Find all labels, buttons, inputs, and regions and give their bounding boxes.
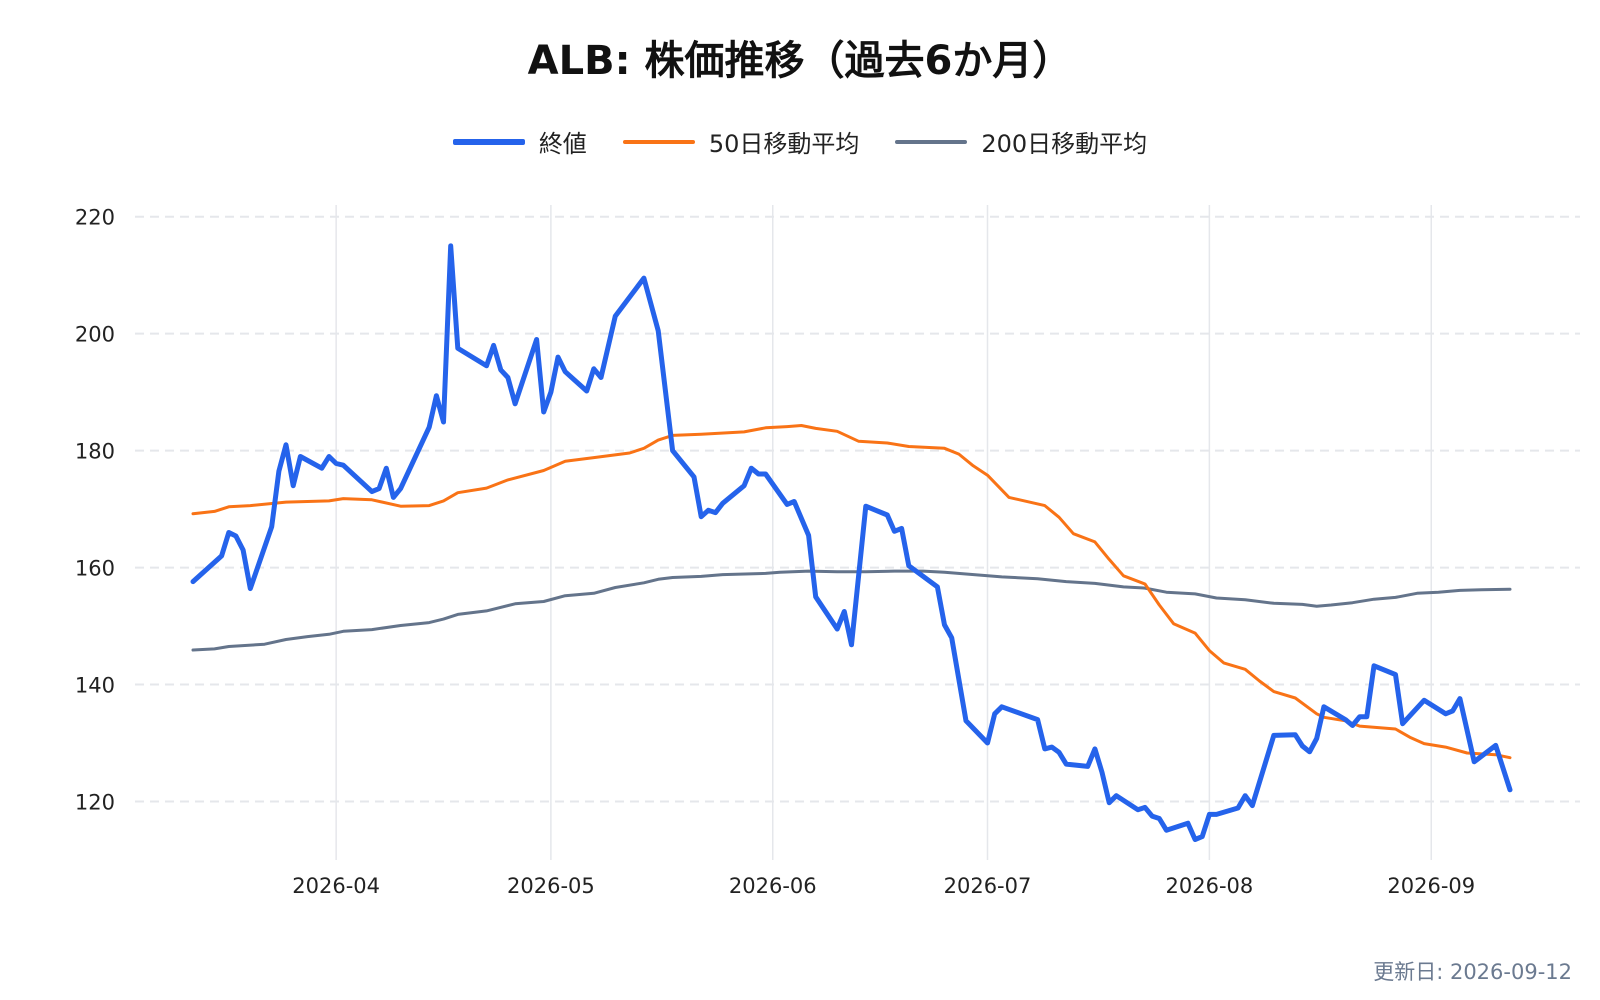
legend-item-ma200[interactable]: 200日移動平均 bbox=[895, 124, 1147, 159]
legend-swatch-ma200 bbox=[895, 139, 968, 144]
y-tick-label: 220 bbox=[75, 206, 115, 230]
updated-date: 更新日: 2026-09-12 bbox=[1373, 960, 1572, 984]
legend-item-ma50[interactable]: 50日移動平均 bbox=[622, 124, 860, 159]
y-tick-label: 140 bbox=[75, 674, 115, 698]
x-tick-label: 2026-07 bbox=[944, 874, 1032, 898]
legend-label-ma200: 200日移動平均 bbox=[981, 130, 1148, 158]
x-tick-label: 2026-06 bbox=[729, 874, 817, 898]
legend-item-close[interactable]: 終値 bbox=[452, 124, 587, 159]
close-price-line bbox=[190, 243, 1513, 842]
chart-title: ALB: 株価推移（過去6か月） bbox=[527, 38, 1073, 84]
legend-label-close: 終値 bbox=[538, 130, 587, 158]
ma50-line bbox=[191, 424, 1512, 760]
x-tick-label: 2026-05 bbox=[507, 874, 595, 898]
x-tick-label: 2026-09 bbox=[1387, 874, 1475, 898]
y-tick-label: 160 bbox=[75, 557, 115, 581]
y-tick-label: 120 bbox=[75, 791, 115, 815]
legend-swatch-ma50 bbox=[622, 139, 695, 144]
ma200-line bbox=[191, 569, 1512, 652]
x-tick-label: 2026-08 bbox=[1166, 874, 1254, 898]
y-tick-label: 200 bbox=[75, 323, 115, 347]
x-tick-label: 2026-04 bbox=[292, 874, 380, 898]
legend-label-ma50: 50日移動平均 bbox=[708, 130, 860, 158]
legend-swatch-close bbox=[452, 138, 525, 145]
legend: 終値 50日移動平均 200日移動平均 bbox=[0, 124, 1600, 159]
y-tick-label: 180 bbox=[75, 440, 115, 464]
